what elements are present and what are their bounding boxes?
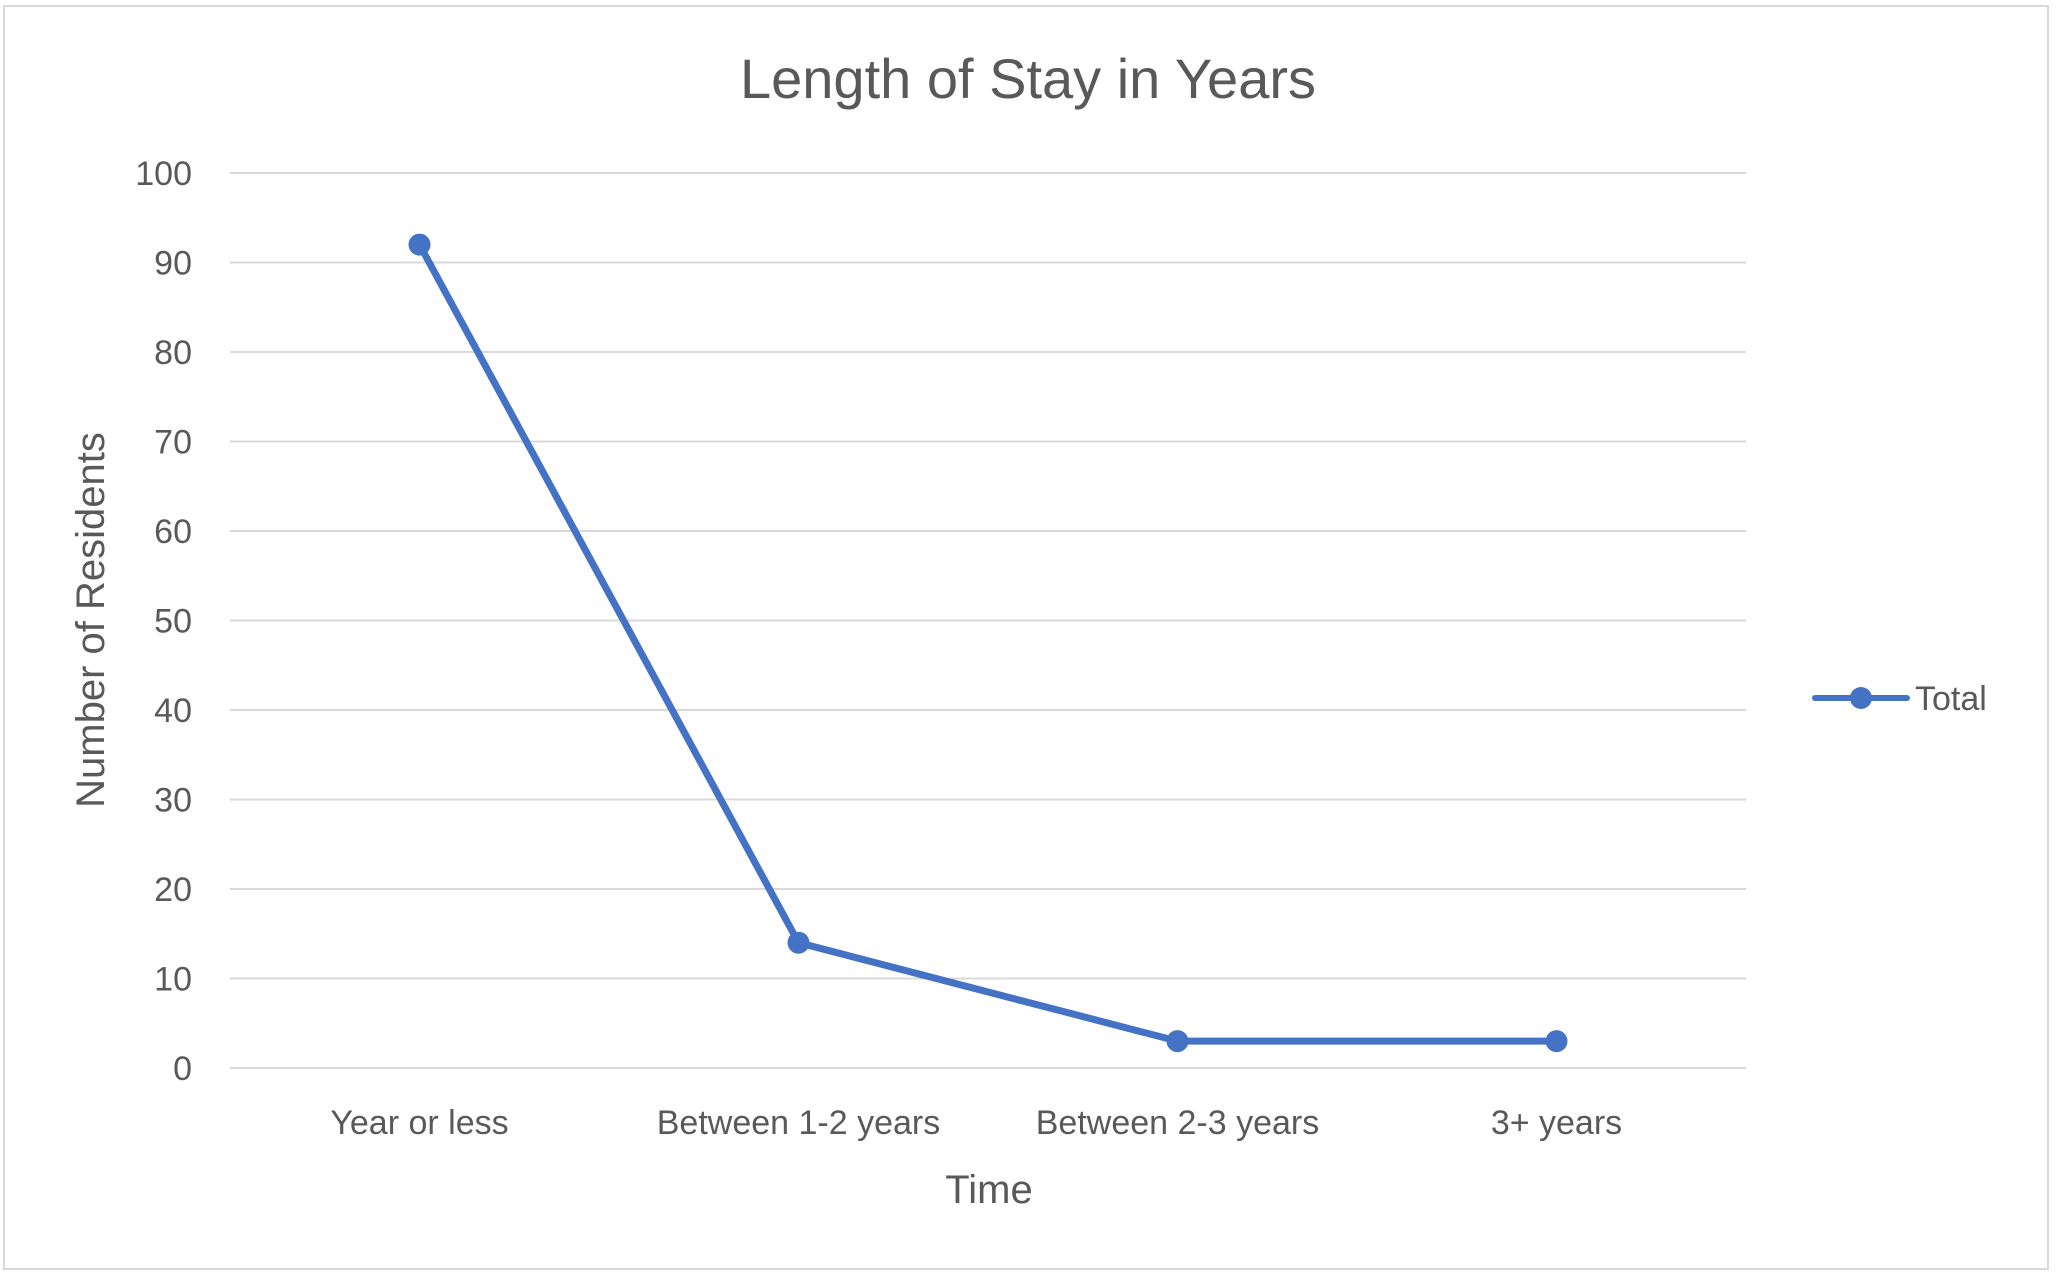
chart-frame [3,5,2049,1270]
x-axis-tick-labels: Year or less Between 1-2 years Between 2-3… [330,1104,1622,1142]
gridlines [230,172,1746,1069]
y-tick-label-20: 20 [154,871,192,909]
y-tick-label-60: 60 [154,513,192,551]
chart-title: Length of Stay in Years [740,47,1316,110]
data-point-3 [1166,1030,1189,1053]
x-tick-label-4: 3+ years [1491,1104,1622,1142]
y-tick-label-90: 90 [154,245,192,283]
y-tick-label-0: 0 [173,1050,192,1088]
y-axis-tick-labels: 0 10 20 30 40 50 60 70 80 90 100 [135,155,192,1088]
x-axis-title: Time [945,1168,1032,1212]
legend: Total [1812,680,1987,718]
x-tick-label-3: Between 2-3 years [1036,1104,1320,1142]
legend-label-total: Total [1915,680,1987,718]
x-tick-label-2: Between 1-2 years [657,1104,941,1142]
data-point-4 [1545,1030,1568,1053]
legend-point-marker [1850,687,1872,709]
y-tick-label-30: 30 [154,782,192,820]
y-axis-title: Number of Residents [69,432,113,808]
y-tick-label-80: 80 [154,334,192,372]
series-line-1 [416,241,1560,1045]
data-point-2 [787,931,810,954]
y-tick-label-100: 100 [135,155,192,193]
y-tick-label-40: 40 [154,692,192,730]
y-tick-label-10: 10 [154,961,192,999]
y-tick-label-50: 50 [154,603,192,641]
series-layer [408,233,1568,1053]
data-point-1 [408,233,431,256]
x-tick-label-1: Year or less [330,1104,508,1142]
y-tick-label-70: 70 [154,424,192,462]
